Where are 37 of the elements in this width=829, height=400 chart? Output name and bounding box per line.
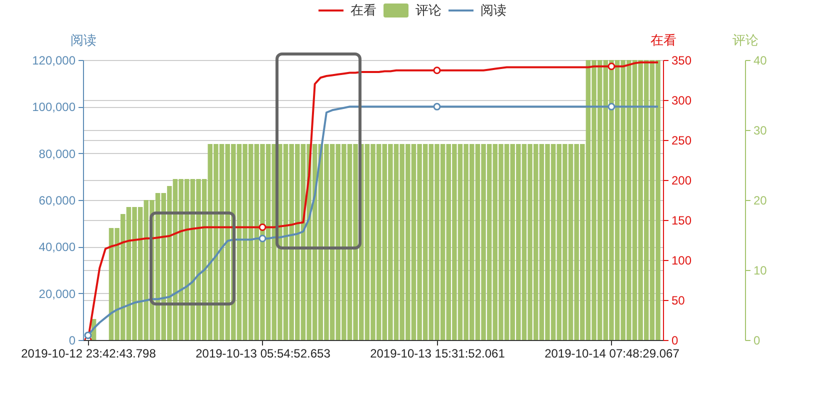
y-tick-label: 120,000 xyxy=(32,54,76,68)
point xyxy=(258,234,266,242)
y2-axis-title: 在看 xyxy=(650,32,676,48)
y3-tick-label: 0 xyxy=(754,334,760,348)
point xyxy=(433,66,441,74)
y-tick-label: 0 xyxy=(68,334,76,348)
point xyxy=(84,332,92,340)
y2-tick-label: 100 xyxy=(672,254,692,268)
y-tick-label: 100,000 xyxy=(32,100,76,114)
y2-tick-label: 0 xyxy=(672,334,678,348)
y3-tick-label: 10 xyxy=(754,264,768,278)
legend-label: 评论 xyxy=(416,2,442,18)
y3-tick-label: 40 xyxy=(754,54,768,68)
y2-tick-label: 50 xyxy=(672,294,686,308)
point xyxy=(608,102,616,110)
y3-tick-label: 30 xyxy=(754,124,768,138)
x-tick-label: 2019-10-13 05:54:52.653 xyxy=(196,346,331,360)
y2-tick-label: 200 xyxy=(672,174,692,188)
legend-label: 在看 xyxy=(350,2,376,18)
x-tick-label: 2019-10-13 15:31:52.061 xyxy=(370,346,506,360)
y-axis-title: 阅读 xyxy=(70,32,96,48)
y-tick-label: 80,000 xyxy=(38,146,76,161)
y-tick-label: 60,000 xyxy=(38,194,76,208)
y2-tick-label: 300 xyxy=(672,94,692,108)
point xyxy=(258,223,266,231)
point xyxy=(608,62,616,70)
y3-axis-title: 评论 xyxy=(732,32,758,48)
point xyxy=(433,102,441,110)
y2-tick-label: 350 xyxy=(672,54,692,68)
y2-tick-label: 250 xyxy=(672,134,692,148)
x-tick-label: 2019-10-14 07:48:29.067 xyxy=(544,346,680,360)
legend-label: 阅读 xyxy=(480,2,506,18)
x-tick-label: 2019-10-12 23:42:43.798 xyxy=(21,346,156,360)
y-tick-label: 40,000 xyxy=(38,240,76,254)
y2-tick-label: 150 xyxy=(672,214,692,228)
y-tick-label: 20,000 xyxy=(38,286,76,301)
y3-tick-label: 20 xyxy=(754,194,768,208)
